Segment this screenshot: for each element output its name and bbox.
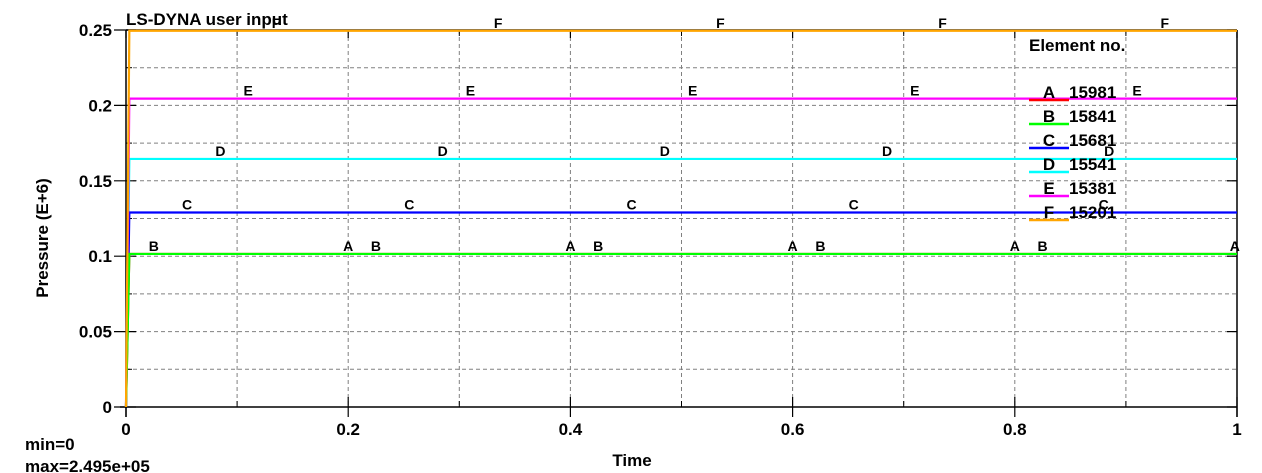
legend-marker: D [1043, 155, 1055, 174]
series-marker-d: D [882, 143, 892, 159]
series-marker-b: B [815, 238, 825, 254]
series-marker-a: A [1230, 238, 1240, 254]
y-tick-label: 0.1 [88, 247, 112, 266]
series-marker-b: B [149, 238, 159, 254]
legend-element-id: 15541 [1069, 155, 1116, 174]
legend-marker: F [1044, 203, 1054, 222]
series-marker-e: E [910, 83, 919, 99]
series-marker-d: D [215, 143, 225, 159]
grid-lines [126, 30, 1237, 407]
x-tick-label: 0.2 [336, 420, 360, 439]
series-marker-f: F [938, 15, 947, 31]
series-marker-a: A [788, 238, 798, 254]
series-line-f [124, 29, 1237, 408]
legend-marker: E [1043, 179, 1054, 198]
y-tick-label: 0.05 [79, 323, 112, 342]
series-marker-b: B [371, 238, 381, 254]
series-marker-e: E [466, 83, 475, 99]
series-marker-c: C [182, 196, 192, 212]
chart-title: LS-DYNA user input [126, 10, 288, 29]
series-marker-e: E [244, 83, 253, 99]
max-annotation: max=2.495e+05 [25, 457, 150, 473]
series-marker-b: B [593, 238, 603, 254]
series-marker-d: D [1104, 143, 1114, 159]
y-tick-label: 0 [103, 398, 112, 417]
legend-element-id: 15841 [1069, 107, 1116, 126]
x-tick-label: 1 [1232, 420, 1241, 439]
series-marker-f: F [1161, 15, 1170, 31]
legend-item-a: A 15981 [1029, 83, 1116, 102]
series-marker-c: C [404, 196, 414, 212]
legend-item-d: D 15541 [1029, 155, 1116, 174]
series-marker-f: F [494, 15, 503, 31]
y-tick-label: 0.15 [79, 172, 112, 191]
series-markers: A A A A AB B B B BC C C C CD D D D DE E E E EF F F F F [149, 15, 1240, 254]
x-axis-label: Time [612, 451, 651, 470]
series-marker-e: E [688, 83, 697, 99]
legend-element-id: 15681 [1069, 131, 1116, 150]
x-tick-label: 0.4 [559, 420, 583, 439]
legend-item-c: C 15681 [1029, 131, 1116, 150]
legend-marker: C [1043, 131, 1055, 150]
x-tick-label: 0.6 [781, 420, 805, 439]
legend-item-b: B 15841 [1029, 107, 1116, 126]
legend-marker: A [1043, 83, 1055, 102]
data-series [124, 29, 1237, 408]
series-marker-a: A [343, 238, 353, 254]
legend-item-e: E 15381 [1029, 179, 1116, 198]
legend-title: Element no. [1029, 36, 1125, 55]
series-marker-e: E [1132, 83, 1141, 99]
x-tick-label: 0 [121, 420, 130, 439]
legend-element-id: 15981 [1069, 83, 1116, 102]
series-marker-b: B [1038, 238, 1048, 254]
series-marker-d: D [438, 143, 448, 159]
legend-item-f: F 15201 [1029, 203, 1116, 222]
series-marker-d: D [660, 143, 670, 159]
legend-element-id: 15201 [1069, 203, 1116, 222]
x-tick-label: 0.8 [1003, 420, 1027, 439]
tick-labels: 0 0.2 0.4 0.6 0.8 1 0 0.05 0.1 0.15 0.2 0.25 [79, 21, 1242, 439]
legend-element-id: 15381 [1069, 179, 1116, 198]
y-tick-label: 0.2 [88, 96, 112, 115]
min-annotation: min=0 [25, 435, 75, 454]
y-tick-label: 0.25 [79, 21, 112, 40]
legend-marker: B [1043, 107, 1055, 126]
series-marker-c: C [1099, 196, 1109, 212]
series-marker-a: A [1010, 238, 1020, 254]
series-marker-f: F [272, 15, 281, 31]
y-axis-label: Pressure (E+6) [33, 178, 52, 298]
series-marker-a: A [565, 238, 575, 254]
series-marker-f: F [716, 15, 725, 31]
series-marker-c: C [626, 196, 636, 212]
series-marker-c: C [849, 196, 859, 212]
